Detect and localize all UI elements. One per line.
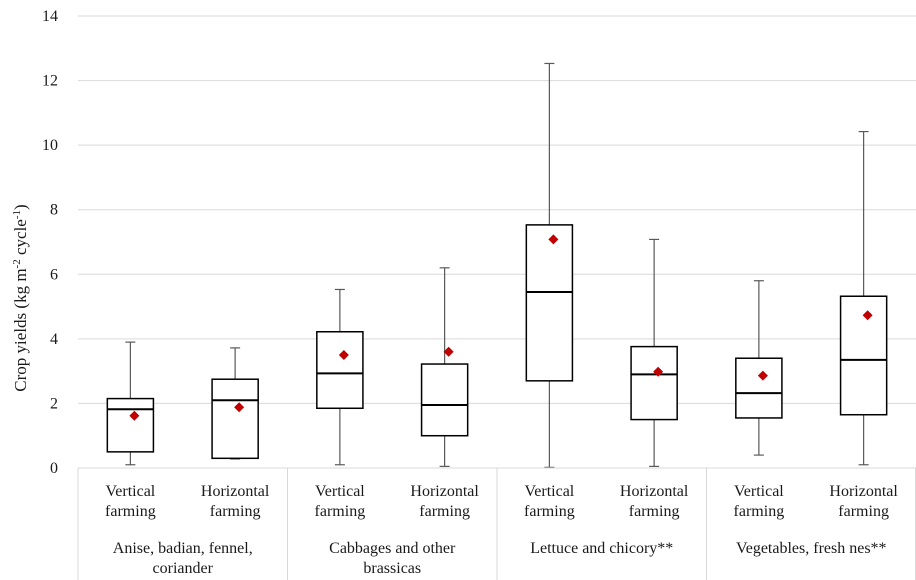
- box-label: farming: [315, 503, 366, 520]
- y-tick-labels: 0 2 4 6 8 10 12 14: [42, 8, 58, 477]
- y-tick-label: 6: [50, 266, 58, 283]
- iqr-box: [106, 397, 155, 453]
- y-tick-label: 4: [50, 331, 58, 348]
- y-tick-label: 14: [42, 8, 58, 25]
- box-plots: [106, 62, 888, 468]
- gridlines: [78, 15, 916, 404]
- box-label: Horizontal: [201, 483, 270, 500]
- mean-marker: [757, 370, 768, 381]
- y-tick-label: 2: [50, 395, 58, 412]
- group-label: coriander: [153, 560, 214, 577]
- group-label: Vegetables, fresh nes**: [736, 540, 887, 557]
- group-label: Lettuce and chicory**: [530, 540, 673, 557]
- box-label: farming: [524, 503, 575, 520]
- box-label: Horizontal: [620, 483, 689, 500]
- iqr-box: [630, 345, 678, 421]
- iqr-box: [211, 378, 259, 460]
- box-label: Vertical: [106, 483, 156, 500]
- box-label: farming: [838, 503, 889, 520]
- iqr-box: [316, 331, 364, 410]
- box-label: Vertical: [734, 483, 784, 500]
- group-label: Cabbages and other: [329, 540, 456, 557]
- mean-marker: [234, 402, 245, 413]
- group-label: Anise, badian, fennel,: [113, 540, 253, 557]
- box-label: Horizontal: [410, 483, 479, 500]
- box-label: Vertical: [315, 483, 365, 500]
- mean-marker: [548, 234, 559, 245]
- mean-marker: [129, 410, 140, 421]
- mean-marker: [338, 350, 349, 360]
- y-tick-label: 10: [42, 137, 58, 154]
- box-label: Horizontal: [829, 483, 898, 500]
- box-label: Vertical: [525, 483, 575, 500]
- y-tick-label: 0: [50, 460, 58, 477]
- mean-marker: [862, 310, 873, 321]
- iqr-box: [525, 224, 574, 382]
- box-label: farming: [734, 503, 785, 520]
- x-axis-categories: Anise, badian, fennel, coriander Vertical f…: [77, 467, 916, 580]
- y-tick-label: 8: [50, 202, 58, 219]
- group-label: brassicas: [363, 560, 421, 577]
- box-label: farming: [210, 503, 261, 520]
- box-label: farming: [105, 503, 156, 520]
- iqr-box: [839, 295, 888, 416]
- box-label: farming: [419, 503, 470, 520]
- mean-marker: [653, 366, 664, 377]
- iqr-box: [735, 357, 783, 419]
- mean-marker: [443, 346, 454, 357]
- iqr-box: [420, 363, 469, 437]
- box-label: farming: [629, 503, 680, 520]
- y-axis-title: Crop yields (kg m-2 cycle-1): [11, 204, 30, 391]
- y-tick-label: 12: [42, 73, 58, 90]
